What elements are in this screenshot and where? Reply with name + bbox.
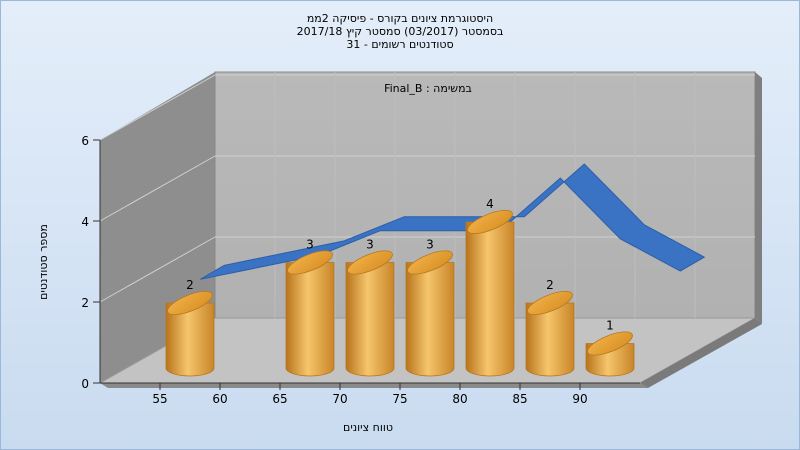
bar-value-label-90: 1 — [606, 319, 614, 333]
chart-title-line-2: בסמסטר (03/2017) סמסטר קיץ 2017/18 — [296, 25, 504, 38]
bar-55 — [165, 290, 215, 377]
y-tick-label-3: 6 — [81, 134, 89, 148]
bar-top-90 — [587, 331, 633, 356]
y-tick-label-1: 2 — [81, 296, 89, 310]
y-tick-label-2: 4 — [81, 215, 89, 229]
grid-line-left-2 — [99, 155, 216, 222]
bar-85 — [525, 290, 575, 377]
bar-body-80 — [465, 221, 515, 377]
x-tick-label-2: 65 — [272, 392, 287, 406]
bar-value-label-70: 3 — [366, 238, 374, 252]
grid-line-left-3 — [99, 74, 216, 141]
bar-75 — [405, 250, 455, 377]
x-tick-label-4: 75 — [392, 392, 407, 406]
bar-value-label-75: 3 — [426, 238, 434, 252]
bar-body-75 — [405, 262, 455, 377]
x-tick-label-7: 90 — [572, 392, 587, 406]
floor-shadow-right — [640, 318, 762, 388]
bar-65 — [285, 250, 335, 377]
grid-line-left-1 — [99, 236, 216, 303]
bar-80 — [465, 209, 515, 377]
bar-top-65 — [287, 250, 333, 275]
bar-top-75 — [407, 250, 453, 275]
bar-body-70 — [345, 262, 395, 377]
bar-value-label-65: 3 — [306, 238, 314, 252]
x-tick-label-1: 60 — [212, 392, 227, 406]
x-tick-label-0: 55 — [152, 392, 167, 406]
x-axis-label: טווח ציונים — [343, 421, 393, 434]
chart-title-line-1: היסטוגרמת ציונים בקורס - פיסיקה 2ממ — [306, 12, 494, 25]
bar-90 — [585, 331, 635, 377]
bar-body-55 — [165, 302, 215, 377]
grid-lines — [99, 72, 755, 318]
bar-value-label-80: 4 — [486, 197, 494, 211]
chart-subtitle: במשימה : Final_B — [384, 82, 472, 95]
labels: 2 3 3 3 4 2 1 — [186, 197, 614, 333]
bar-top-55 — [167, 290, 213, 316]
bar-top-70 — [347, 250, 393, 275]
bar-value-label-85: 2 — [546, 278, 554, 292]
bar-value-label-55: 2 — [186, 278, 194, 292]
bar-top-80 — [467, 209, 513, 235]
axes: 0 2 4 6 55 60 65 70 75 80 85 90 — [81, 134, 640, 406]
bar-body-65 — [285, 262, 335, 377]
x-tick-label-5: 80 — [452, 392, 467, 406]
y-tick-label-0: 0 — [81, 377, 89, 391]
bar-top-85 — [527, 290, 573, 316]
x-tick-label-6: 85 — [512, 392, 527, 406]
floor-shadow-front — [100, 383, 648, 388]
y-axis-label: מספר סטודנטים — [37, 224, 50, 300]
bar-body-85 — [525, 302, 575, 377]
bars — [165, 209, 635, 377]
x-tick-label-3: 70 — [332, 392, 347, 406]
bar-70 — [345, 250, 395, 377]
chart-title-line-3: סטודנטים רשומים - 31 — [346, 38, 454, 51]
back-wall-shadow-right — [755, 72, 762, 324]
